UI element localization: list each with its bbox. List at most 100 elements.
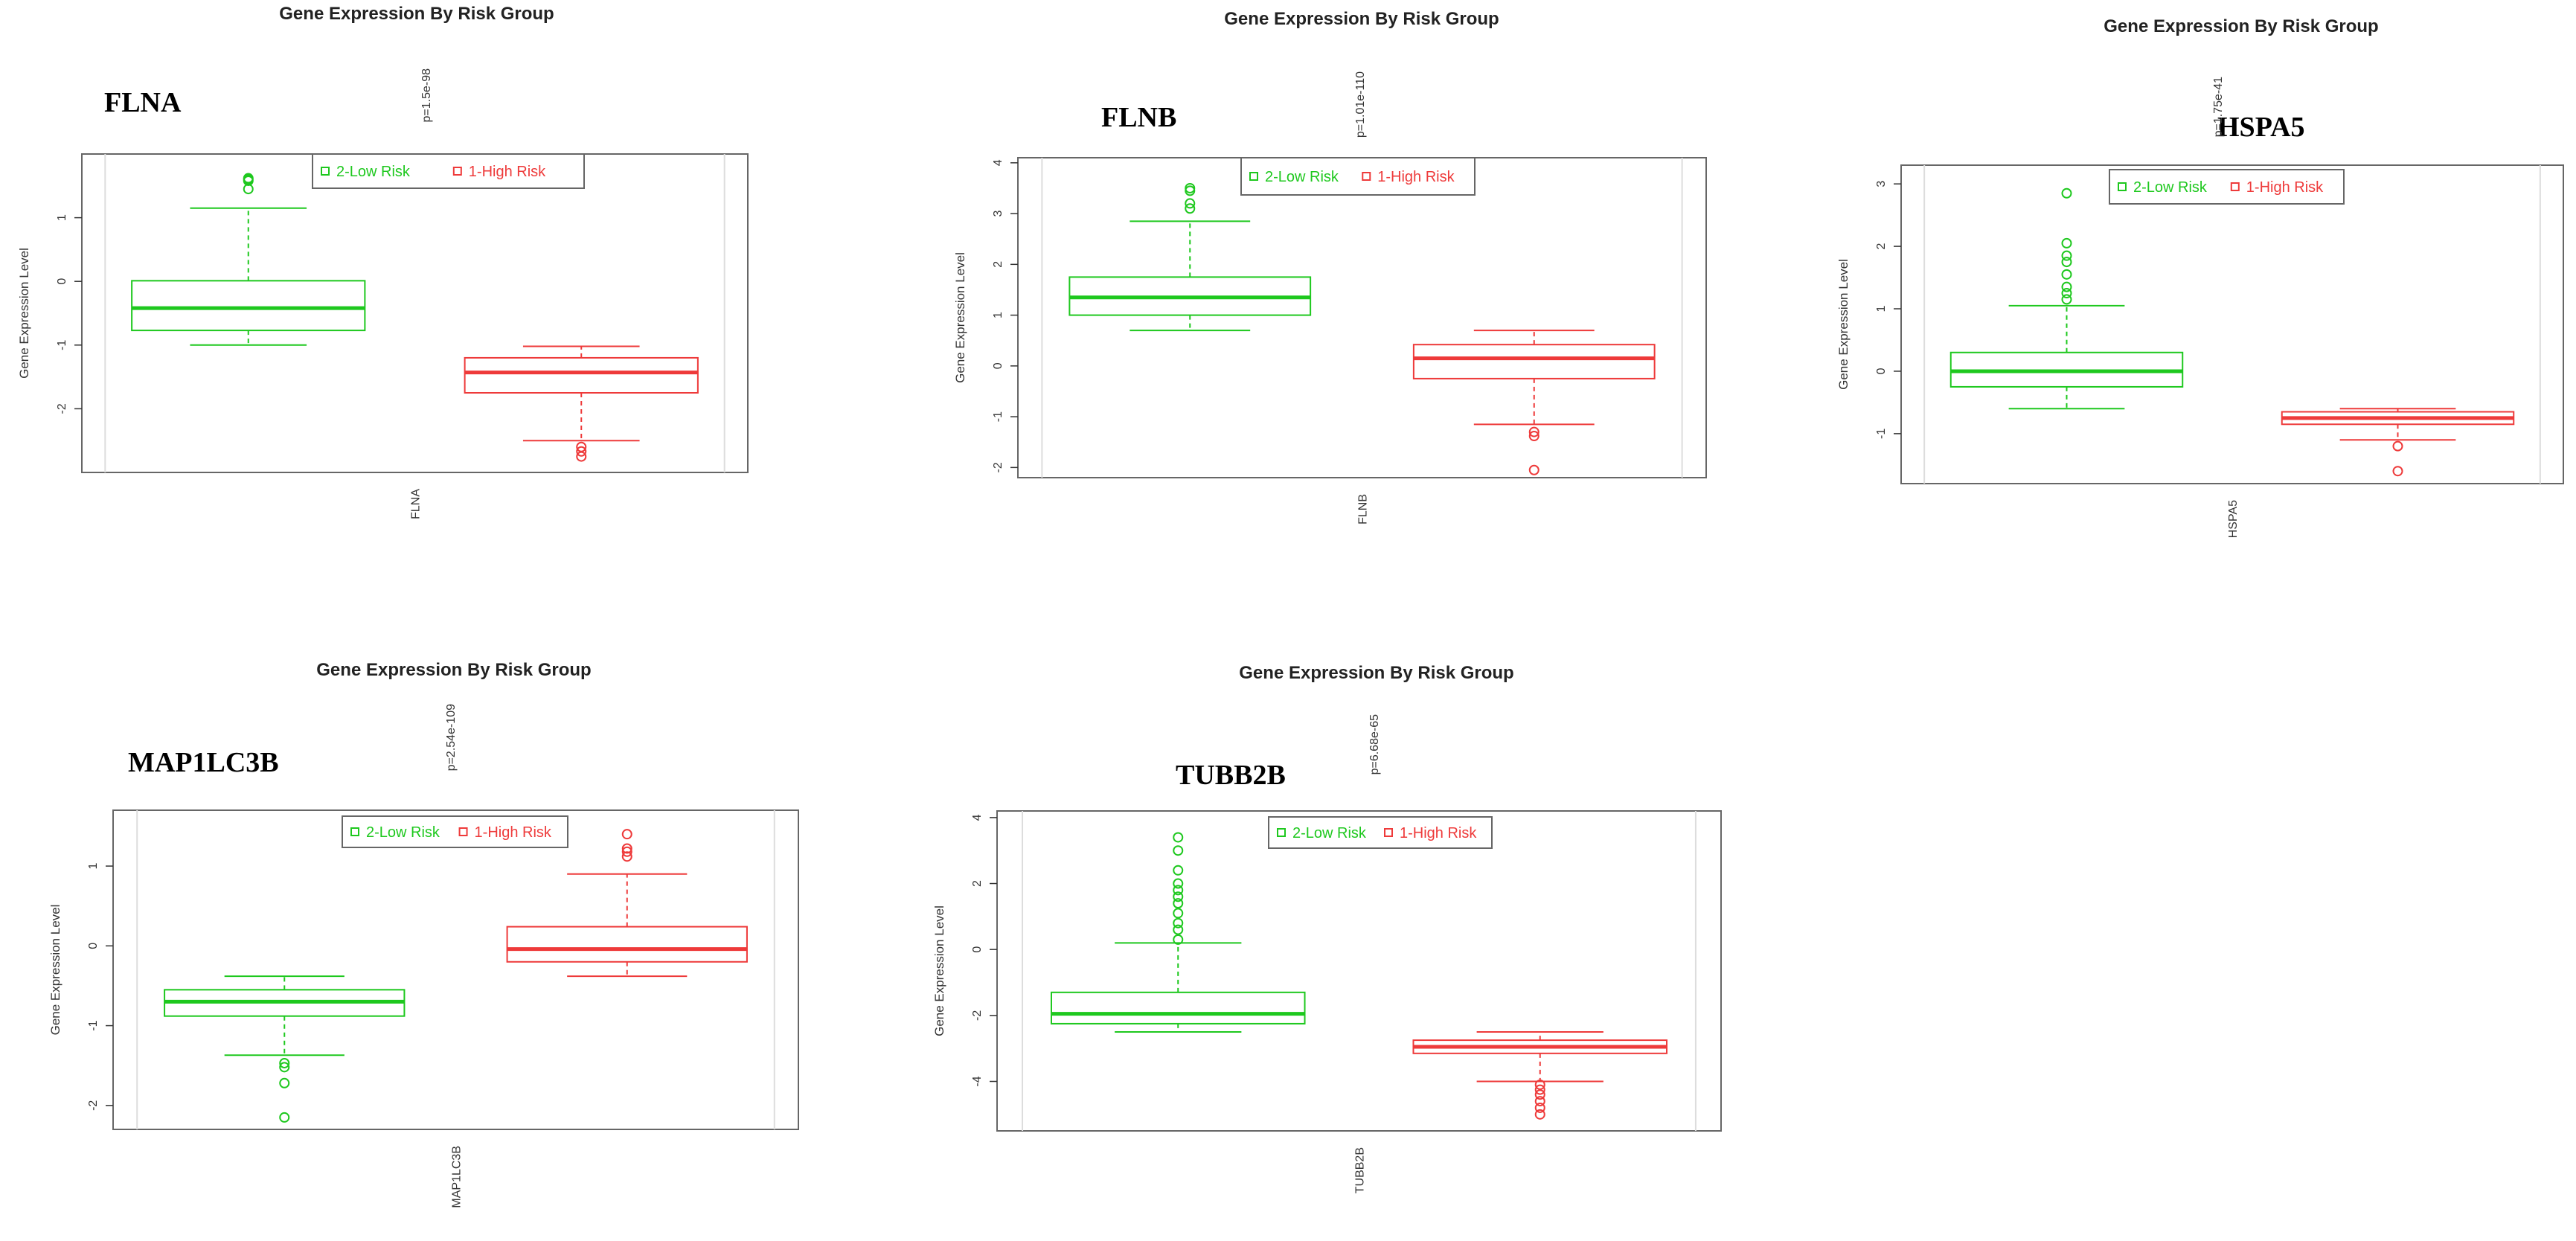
legend-label-low: 2-Low Risk xyxy=(366,824,440,841)
outlier-point xyxy=(576,451,587,462)
outlier-point xyxy=(279,1112,290,1123)
outlier-point xyxy=(2061,269,2072,280)
legend-marker-high xyxy=(2230,182,2240,191)
outlier-point xyxy=(1173,917,1184,929)
y-tick-label: 2 xyxy=(992,261,1005,268)
outlier-point xyxy=(1173,832,1184,843)
outlier-point xyxy=(2061,294,2072,305)
y-tick-label: -1 xyxy=(992,411,1005,422)
outlier-point xyxy=(2392,440,2403,452)
outlier-point xyxy=(1534,1109,1545,1120)
x-axis-label: HSPA5 xyxy=(2227,500,2240,538)
outlier-point xyxy=(2061,288,2072,299)
legend-marker-high xyxy=(452,167,462,176)
legend: 2-Low Risk 1-High Risk xyxy=(342,815,568,848)
outlier-point xyxy=(2061,281,2072,292)
box-low-risk xyxy=(164,975,406,1123)
legend-label-high: 1-High Risk xyxy=(469,164,546,180)
box-high-risk xyxy=(1412,330,1656,475)
box-low-risk xyxy=(1050,832,1306,1033)
y-axis-label: Gene Expression Level xyxy=(17,248,31,379)
outlier-point xyxy=(1185,182,1196,193)
x-axis-label: TUBB2B xyxy=(1354,1147,1367,1193)
plot-frame xyxy=(1900,164,2564,484)
outlier-point xyxy=(2061,257,2072,268)
legend: 2-Low Risk 1-High Risk xyxy=(1240,157,1476,196)
outlier-point xyxy=(1534,1089,1545,1100)
outlier-point xyxy=(1528,464,1539,475)
legend-marker-low xyxy=(1249,172,1258,181)
iqr-box xyxy=(1412,344,1656,379)
iqr-box xyxy=(131,280,366,332)
legend-box xyxy=(312,153,585,189)
box-low-risk xyxy=(1949,187,2184,410)
legend-box xyxy=(342,815,568,848)
outlier-point xyxy=(621,843,632,854)
outlier-point xyxy=(1173,865,1184,876)
y-axis-label: Gene Expression Level xyxy=(953,252,967,383)
outlier-point xyxy=(279,1077,290,1088)
box-high-risk xyxy=(464,345,699,462)
y-tick-label: 4 xyxy=(971,814,984,821)
y-tick-label: -1 xyxy=(1875,429,1888,439)
gene-label: FLNA xyxy=(104,87,182,118)
iqr-box xyxy=(1050,991,1306,1024)
p-value-label: p=2.54e-109 xyxy=(445,704,458,771)
y-tick-label: -2 xyxy=(87,1100,100,1111)
plot-frame xyxy=(81,153,749,473)
y-tick-label: -1 xyxy=(87,1020,100,1030)
plot-frame xyxy=(1017,157,1707,478)
legend-label-high: 1-High Risk xyxy=(1377,169,1455,185)
legend-marker-high xyxy=(1362,172,1371,181)
y-tick-label: 2 xyxy=(971,880,984,887)
legend-marker-low xyxy=(2118,182,2127,191)
box-high-risk xyxy=(1412,1031,1668,1120)
outlier-point xyxy=(1173,885,1184,896)
y-tick-label: 3 xyxy=(1875,181,1888,187)
legend-label-high: 1-High Risk xyxy=(475,824,552,841)
boxplot-panel-hspa5: Gene Expression By Risk Group HSPA5 p=1.75… xyxy=(1836,16,2564,538)
outlier-point xyxy=(1173,878,1184,889)
iqr-box xyxy=(464,356,699,394)
chart-title: Gene Expression By Risk Group xyxy=(2104,16,2378,36)
x-axis-label: FLNB xyxy=(1357,494,1370,525)
legend-marker-low xyxy=(1277,828,1286,837)
outlier-point xyxy=(1528,426,1539,437)
p-value-label: p=1.75e-41 xyxy=(2212,77,2225,138)
y-tick-label: 0 xyxy=(87,943,100,949)
y-tick-label: 3 xyxy=(992,211,1005,217)
outlier-point xyxy=(1534,1102,1545,1113)
outlier-point xyxy=(621,851,632,862)
box-low-risk xyxy=(131,173,366,346)
outlier-point xyxy=(2061,237,2072,248)
legend-label-high: 1-High Risk xyxy=(1400,825,1477,841)
outlier-point xyxy=(1534,1084,1545,1095)
legend-marker-high xyxy=(458,827,468,836)
plot-frame xyxy=(112,809,799,1130)
boxplot-panel-map1lc3b: Gene Expression By Risk Group MAP1LC3B p=2… xyxy=(48,660,799,1208)
legend: 2-Low Risk 1-High Risk xyxy=(1268,816,1493,849)
outlier-point xyxy=(2061,187,2072,199)
legend: 2-Low Risk 1-High Risk xyxy=(2109,169,2345,205)
y-tick-label: 4 xyxy=(992,159,1005,166)
y-tick-label: -1 xyxy=(56,340,68,350)
y-tick-label: 1 xyxy=(56,214,68,221)
legend-label-high: 1-High Risk xyxy=(2246,179,2324,196)
iqr-box xyxy=(506,926,748,963)
y-tick-label: -2 xyxy=(971,1010,984,1021)
y-tick-label: 1 xyxy=(1875,305,1888,312)
outlier-point xyxy=(279,1062,290,1073)
outlier-point xyxy=(1173,898,1184,909)
boxplot-panel-flna: Gene Expression By Risk Group FLNA p=1.5e-… xyxy=(17,4,749,519)
chart-title: Gene Expression By Risk Group xyxy=(1239,663,1513,683)
outlier-point xyxy=(1534,1079,1545,1090)
outlier-point xyxy=(279,1057,290,1068)
legend-label-low: 2-Low Risk xyxy=(1292,825,1367,841)
box-low-risk xyxy=(1068,182,1312,332)
plot-frame xyxy=(996,810,1722,1132)
y-tick-label: 0 xyxy=(56,278,68,285)
outlier-point xyxy=(2061,250,2072,261)
y-tick-label: -2 xyxy=(56,403,68,414)
legend-label-low: 2-Low Risk xyxy=(2133,179,2208,196)
outlier-point xyxy=(1534,1096,1545,1107)
